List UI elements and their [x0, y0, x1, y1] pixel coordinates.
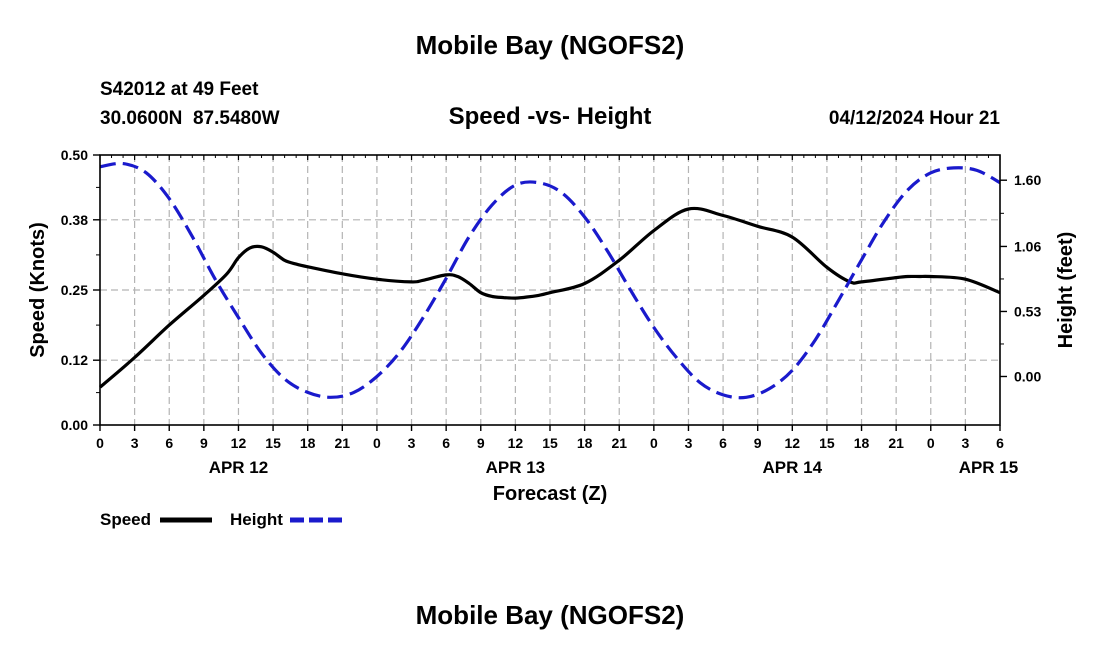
- x-tick-label: 15: [542, 435, 558, 451]
- forecast-time: 04/12/2024 Hour 21: [829, 108, 1001, 129]
- x-tick-label: 21: [888, 435, 904, 451]
- x-axis-label: Forecast (Z): [493, 483, 607, 505]
- x-tick-label: 0: [96, 435, 104, 451]
- station-coordinates: 30.0600N 87.5480W: [100, 108, 280, 129]
- x-tick-label: 21: [335, 435, 351, 451]
- day-label: APR 12: [209, 458, 269, 477]
- x-tick-label: 18: [577, 435, 593, 451]
- y2-tick-label: 0.53: [1014, 303, 1041, 319]
- x-tick-label: 0: [927, 435, 935, 451]
- series-lines: [98, 161, 1001, 400]
- y2-tick-label: 1.60: [1014, 172, 1041, 188]
- x-tick-label: 12: [508, 435, 524, 451]
- y2-tick-label: 1.06: [1014, 238, 1041, 254]
- y-axis-label-height: Height (feet): [1055, 232, 1077, 349]
- day-label: APR 13: [486, 458, 546, 477]
- x-tick-label: 3: [961, 435, 969, 451]
- x-tick-label: 6: [442, 435, 450, 451]
- x-tick-label: 6: [719, 435, 727, 451]
- x-tick-label: 9: [754, 435, 762, 451]
- x-tick-label: 18: [300, 435, 316, 451]
- y-tick-label: 0.12: [61, 352, 88, 368]
- x-tick-label: 9: [477, 435, 485, 451]
- x-tick-label: 3: [685, 435, 693, 451]
- y-tick-label: 0.25: [61, 282, 88, 298]
- station-label: S42012 at 49 Feet: [100, 79, 259, 100]
- x-tick-label: 6: [165, 435, 173, 451]
- x-tick-label: 15: [819, 435, 835, 451]
- y-tick-label: 0.38: [61, 212, 88, 228]
- x-tick-label: 15: [265, 435, 281, 451]
- x-tick-label: 18: [854, 435, 870, 451]
- legend-label-speed: Speed: [100, 510, 151, 529]
- x-tick-label: 0: [650, 435, 658, 451]
- x-tick-label: 21: [611, 435, 627, 451]
- y-tick-label: 0.50: [61, 147, 88, 163]
- day-label: APR 15: [959, 458, 1019, 477]
- x-tick-label: 0: [373, 435, 381, 451]
- chart-title: Speed -vs- Height: [449, 103, 652, 130]
- series-line-height: [99, 161, 1001, 400]
- bottom-title: Mobile Bay (NGOFS2): [416, 600, 685, 630]
- axis-ticks: 0 3 6 9 12 15 18 21 0 3 6 9 12 15 18 21 0 3 6 9 12 15 18 21 0 3 6 A…: [61, 147, 1042, 477]
- x-tick-label: 3: [131, 435, 139, 451]
- x-tick-label: 9: [200, 435, 208, 451]
- series-line-speed: [98, 206, 1001, 389]
- x-tick-label: 12: [785, 435, 801, 451]
- x-tick-label: 3: [408, 435, 416, 451]
- y2-tick-label: 0.00: [1014, 368, 1041, 384]
- y-axis-label-speed: Speed (Knots): [27, 222, 49, 358]
- top-title: Mobile Bay (NGOFS2): [416, 30, 685, 60]
- x-tick-label: 12: [231, 435, 247, 451]
- legend: Speed Height: [100, 510, 342, 529]
- grid-lines: [100, 155, 1000, 425]
- day-label: APR 14: [763, 458, 823, 477]
- x-tick-label: 6: [996, 435, 1004, 451]
- y-tick-label: 0.00: [61, 417, 88, 433]
- legend-label-height: Height: [230, 510, 283, 529]
